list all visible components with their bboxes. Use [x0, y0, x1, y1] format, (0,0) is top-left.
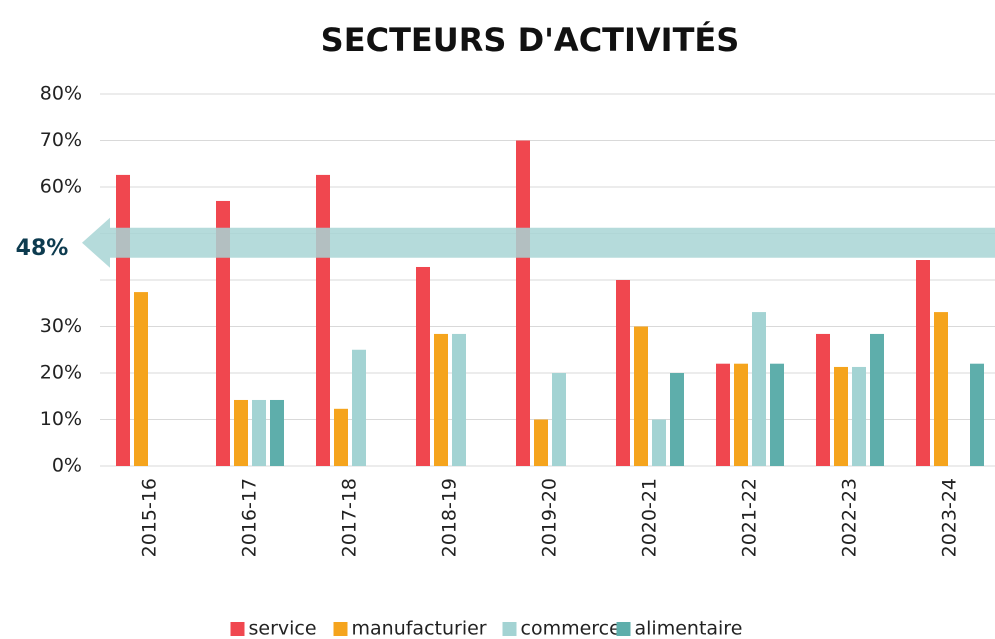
legend-label: manufacturier: [352, 618, 487, 639]
legend-swatch: [333, 622, 348, 636]
bar: [652, 419, 666, 466]
x-tick-label: 2019-20: [539, 478, 561, 557]
bar: [552, 373, 566, 466]
y-tick-label: 30%: [40, 315, 82, 337]
bar: [634, 326, 648, 466]
bar: [434, 333, 448, 466]
x-tick-label: 2016-17: [239, 478, 261, 557]
y-tick-label: 80%: [40, 83, 82, 105]
bar: [816, 333, 830, 466]
bar: [316, 174, 330, 466]
bar: [716, 363, 730, 466]
legend-label: commerce: [521, 618, 621, 639]
x-tick-label: 2020-21: [639, 478, 661, 557]
bar: [752, 312, 766, 466]
legend-swatch: [502, 622, 517, 636]
bar: [970, 363, 984, 466]
bar: [134, 292, 148, 466]
bar: [734, 363, 748, 466]
bar: [770, 363, 784, 466]
legend-label: alimentaire: [635, 618, 743, 639]
bar: [270, 399, 284, 466]
legend-swatch: [616, 622, 631, 636]
chart-title: SECTEURS D'ACTIVITÉS: [321, 21, 740, 59]
y-tick-label: 60%: [40, 176, 82, 198]
bar: [934, 312, 948, 466]
bar: [352, 349, 366, 466]
x-tick-label: 2022-23: [839, 478, 861, 557]
bar: [252, 399, 266, 466]
y-tick-label: 20%: [40, 362, 82, 384]
annotation-label: 48%: [16, 236, 69, 261]
legend-swatch: [230, 622, 245, 636]
bar: [870, 333, 884, 466]
bar: [834, 366, 848, 466]
bar: [616, 280, 630, 466]
x-tick-label: 2021-22: [739, 478, 761, 557]
y-tick-label: 0%: [52, 455, 82, 477]
x-tick-label: 2017-18: [339, 478, 361, 557]
bar: [670, 373, 684, 466]
bar: [116, 174, 130, 466]
legend-label: service: [249, 618, 317, 639]
bar: [216, 200, 230, 466]
bar: [234, 399, 248, 466]
x-tick-label: 2023-24: [939, 478, 961, 557]
y-tick-label: 70%: [40, 129, 82, 151]
y-tick-label: 10%: [40, 408, 82, 430]
bar: [452, 333, 466, 466]
bar: [852, 366, 866, 466]
annotation-arrow: [82, 217, 995, 268]
bar: [916, 260, 930, 466]
x-tick-label: 2015-16: [139, 478, 161, 557]
bar: [416, 266, 430, 466]
x-tick-label: 2018-19: [439, 478, 461, 557]
bar: [534, 419, 548, 466]
bar: [516, 140, 530, 466]
bar: [334, 408, 348, 466]
